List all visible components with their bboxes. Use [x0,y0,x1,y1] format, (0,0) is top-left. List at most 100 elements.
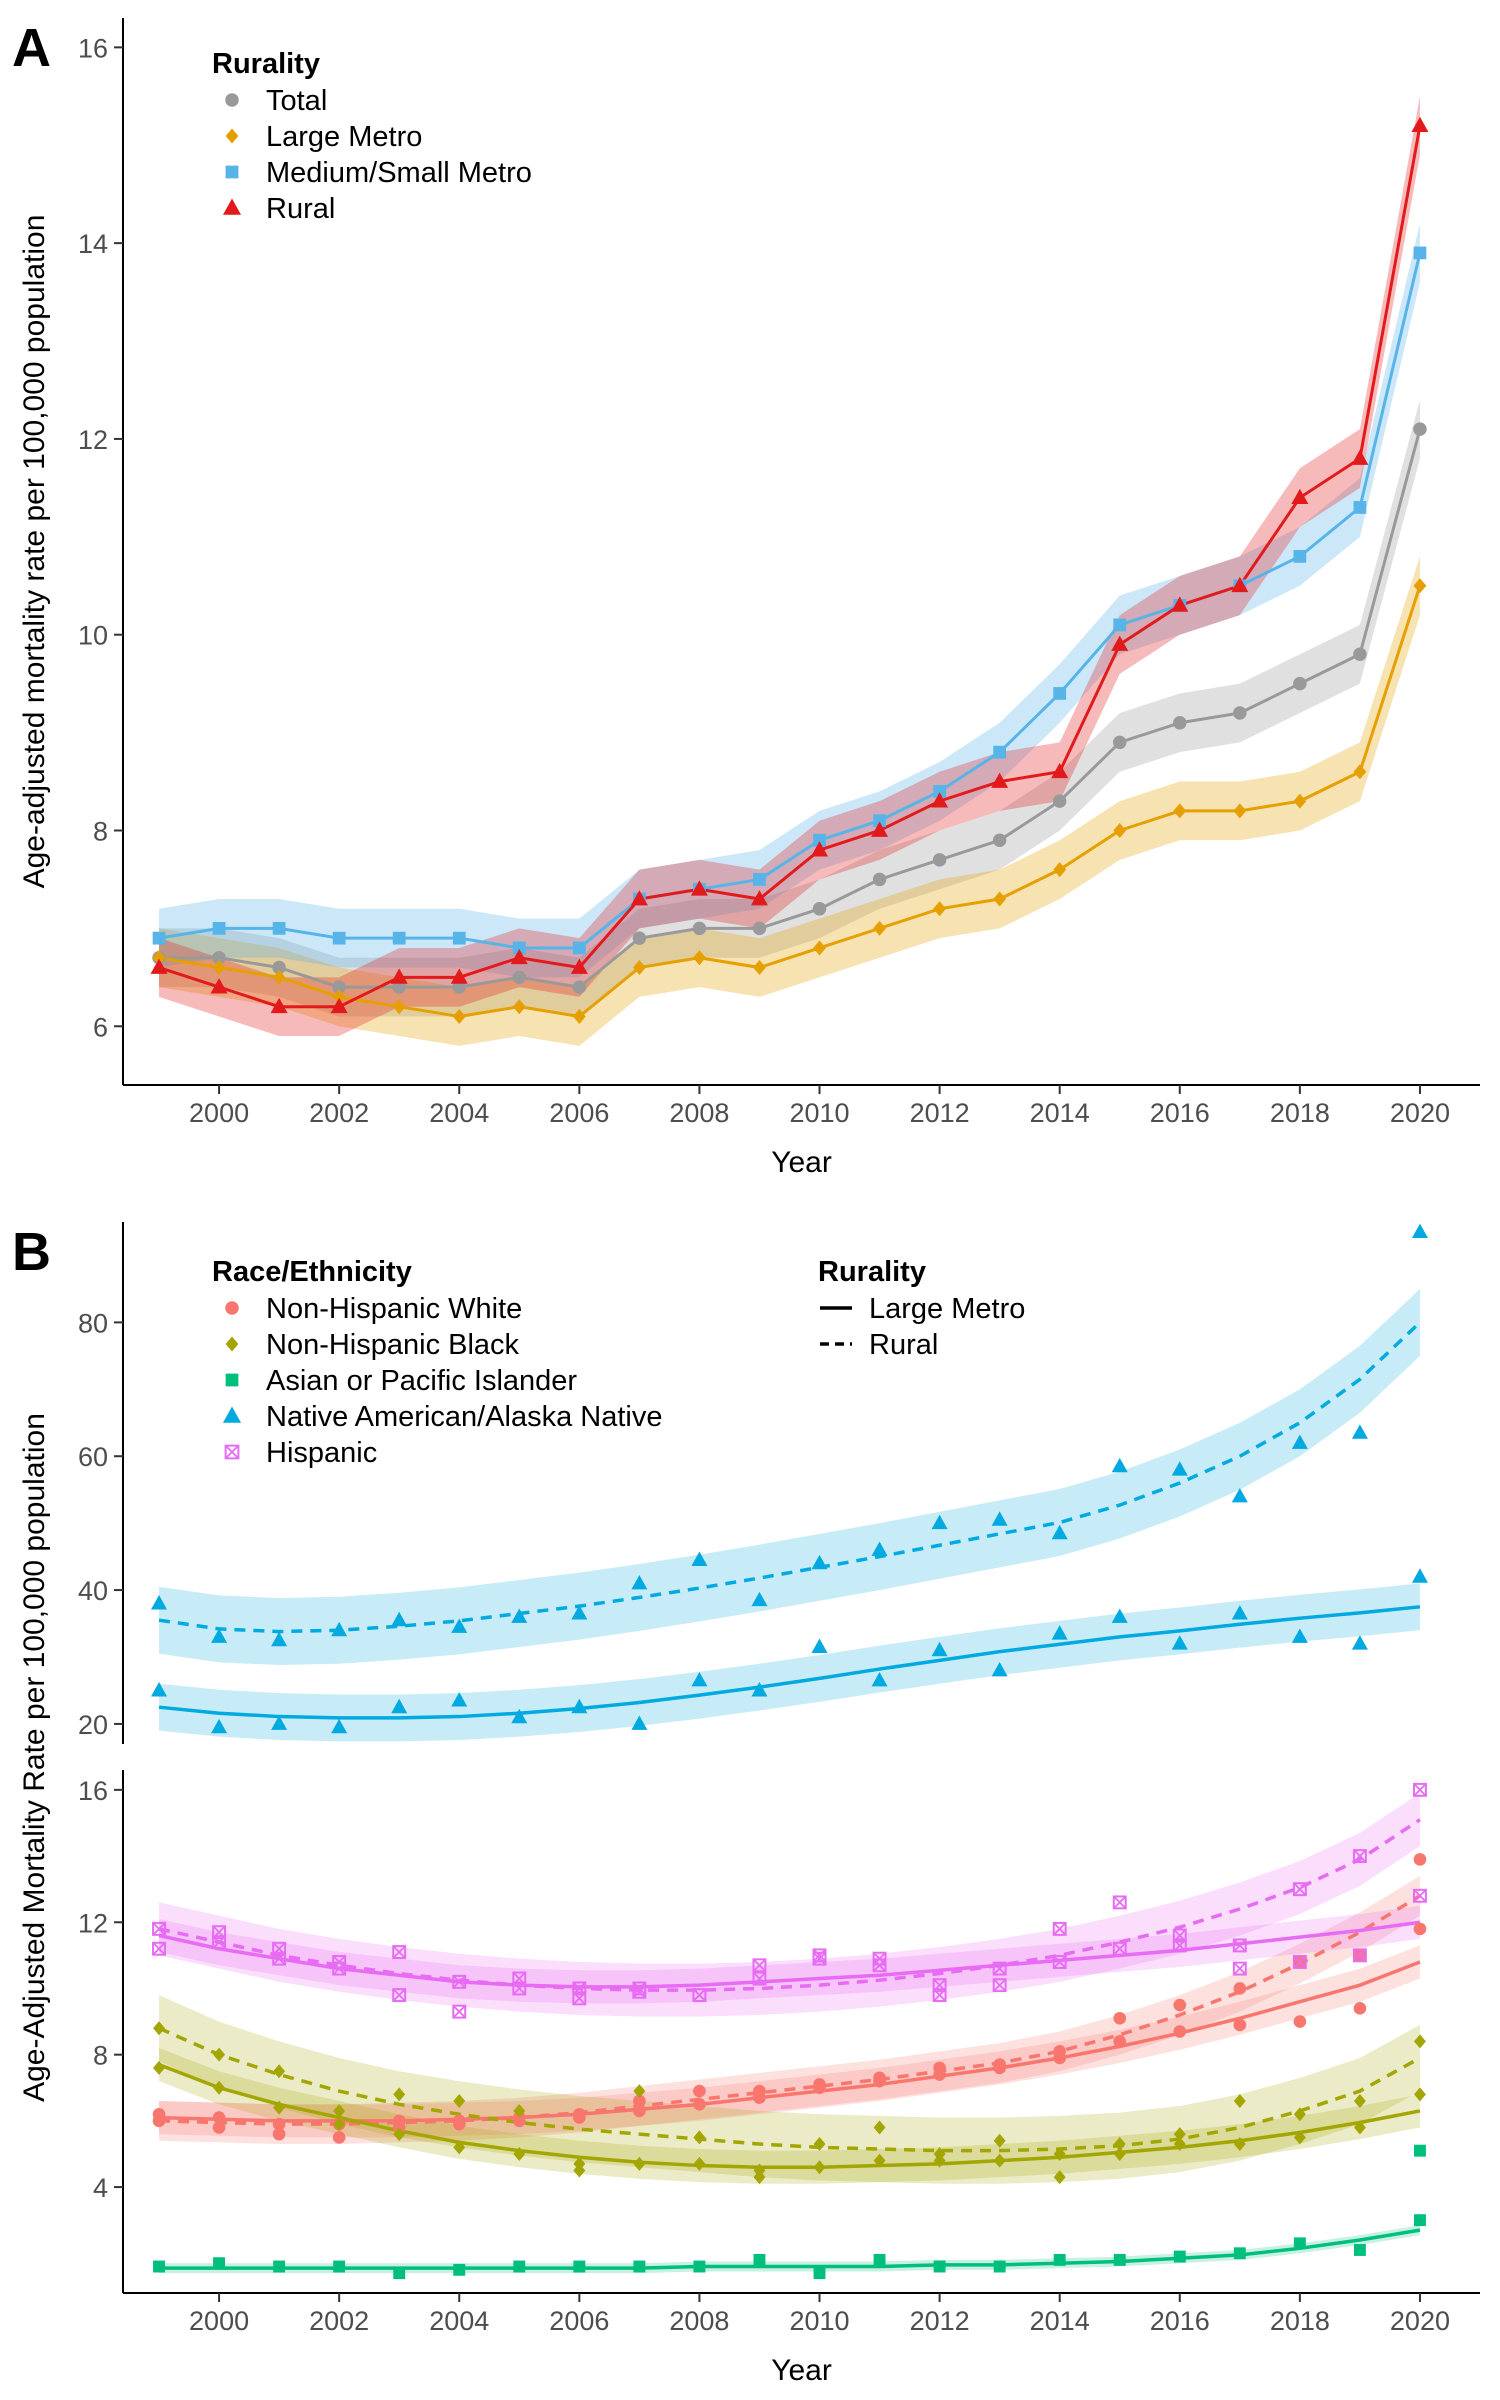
point-native-american-alaska-native-large-metro [691,1672,708,1687]
point-large-metro [933,901,946,917]
band-total [159,399,1420,1017]
point-rural [871,821,889,837]
panel-a-x-tick-label: 2000 [189,1098,249,1128]
point-total [752,921,767,936]
point-large-metro [813,940,826,956]
point-non-hispanic-black-large-metro [1053,2146,1066,2161]
point-hispanic-rural [392,1945,407,1960]
point-non-hispanic-white-large-metro [1353,2002,1367,2015]
point-asian-or-pacific-islander-large-metro [993,2260,1006,2273]
point-native-american-alaska-native-rural [271,1631,288,1647]
point-non-hispanic-black-rural [873,2120,886,2135]
panel-b-race-legend-title: Race/Ethnicity [212,1256,412,1288]
point-non-hispanic-white-large-metro [1413,1922,1427,1936]
point-total [1413,422,1427,436]
point-medium-small-metro [933,784,946,798]
point-asian-or-pacific-islander-large-metro [753,2253,766,2266]
point-hispanic-rural [1172,1928,1187,1943]
point-non-hispanic-black-rural [1233,2094,1246,2109]
legend-key-non-hispanic-black [225,1336,239,1352]
point-hispanic-rural [872,1958,887,1973]
point-hispanic-rural [1352,1849,1367,1864]
band-hispanic-large-metro [159,1905,1420,2004]
point-asian-or-pacific-islander-large-metro [693,2260,706,2273]
point-hispanic-rural [1413,1782,1427,1797]
panel-a-x-tick-label: 2016 [1150,1098,1210,1128]
panel-b: B 20 40 60 80 4 8 12 16 2000 2002 2004 2006 2008 201… [12,1222,1480,2387]
legend-key-asian-or-pacific-islander [225,1373,239,1387]
point-non-hispanic-white-rural [873,2071,886,2085]
point-hispanic-large-metro [1292,1955,1307,1969]
fit-line-hispanic-rural [158,1818,1421,1992]
point-asian-or-pacific-islander-large-metro [1233,2247,1246,2260]
point-asian-or-pacific-islander-large-metro [1414,2214,1426,2227]
point-hispanic-rural [632,1984,647,1999]
point-medium-small-metro [212,922,226,935]
point-hispanic-large-metro [152,1921,166,1936]
point-large-metro [392,999,406,1015]
panel-b-x-tick-label: 2002 [309,2306,369,2336]
panel-a-x-axis-title: Year [771,1146,832,1179]
panel-a-x-tick-label: 2020 [1390,1098,1450,1128]
point-non-hispanic-white-rural [152,2114,166,2128]
panel-b-x-tick-label: 2000 [189,2306,249,2336]
legend-label: Native American/Alaska Native [266,1401,663,1433]
point-native-american-alaska-native-rural [391,1611,408,1627]
line-total [159,428,1422,989]
fit-line-non-hispanic-black-large-metro [158,2062,1421,2169]
point-native-american-alaska-native-rural [1171,1461,1188,1476]
panel-b-upper-y-tick-label: 20 [78,1710,108,1740]
point-asian-or-pacific-islander-large-metro [333,2260,346,2273]
point-non-hispanic-black-large-metro [813,2160,826,2175]
band-large-metro [159,556,1420,1046]
point-asian-or-pacific-islander-large-metro [273,2260,286,2273]
point-non-hispanic-black-large-metro [1173,2137,1186,2152]
point-rural [750,890,768,906]
point-hispanic-rural [692,1988,707,2003]
point-non-hispanic-white-rural [1413,1853,1427,1866]
panel-b-y-axis-title: Age-Adjusted Mortality Rate per 100,000 … [18,1413,51,2102]
point-non-hispanic-black-rural [813,2137,826,2152]
point-hispanic-large-metro [1112,1941,1127,1956]
point-non-hispanic-white-rural [1053,2045,1066,2058]
panel-a-y-tick-label: 16 [78,33,108,63]
point-non-hispanic-black-large-metro [873,2153,886,2168]
point-large-metro [1413,578,1427,594]
point-native-american-alaska-native-large-metro [391,1698,408,1714]
legend-label: Asian or Pacific Islander [266,1365,577,1397]
point-native-american-alaska-native-rural [1111,1457,1128,1473]
point-native-american-alaska-native-large-metro [1351,1635,1368,1650]
point-native-american-alaska-native-rural [1351,1424,1368,1439]
panel-b-x-tick-label: 2014 [1030,2306,1090,2336]
point-hispanic-rural [572,1991,587,2006]
point-total [692,921,707,936]
point-hispanic-rural [1292,1882,1307,1897]
point-hispanic-large-metro [1232,1961,1247,1976]
band-native-american-alaska-native-rural [159,1288,1420,1666]
panel-b-upper-y-tick-label: 80 [78,1308,108,1338]
point-rural [1231,576,1249,593]
band-non-hispanic-black-large-metro [159,2048,1420,2184]
point-rural [450,968,468,984]
point-hispanic-rural [332,1961,347,1976]
point-non-hispanic-black-large-metro [513,2146,526,2161]
point-large-metro [1053,862,1067,878]
point-native-american-alaska-native-rural [931,1514,948,1530]
band-non-hispanic-black-rural [159,1995,1420,2184]
point-total [1052,794,1067,808]
point-total [452,980,466,994]
panel-b-x-tick-label: 2016 [1150,2306,1210,2336]
point-large-metro [1293,793,1307,809]
panel-b-rurality-legend: Rurality Large Metro Rural [818,1256,1025,1361]
point-total [1112,735,1127,750]
point-large-metro [693,950,706,966]
legend-label: Hispanic [266,1437,377,1469]
point-rural [690,880,708,896]
point-total [272,960,286,975]
point-medium-small-metro [1293,550,1307,563]
panel-b-x-ticks: 2000 2002 2004 2006 2008 2010 2012 2014 2016 2018… [189,2293,1450,2336]
point-asian-or-pacific-islander-large-metro [573,2260,586,2273]
point-rural [1351,449,1369,465]
panel-a-y-tick-label: 14 [78,229,108,259]
point-hispanic-rural [992,1961,1007,1976]
